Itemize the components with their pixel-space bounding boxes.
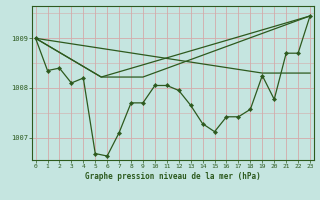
X-axis label: Graphe pression niveau de la mer (hPa): Graphe pression niveau de la mer (hPa) — [85, 172, 261, 181]
